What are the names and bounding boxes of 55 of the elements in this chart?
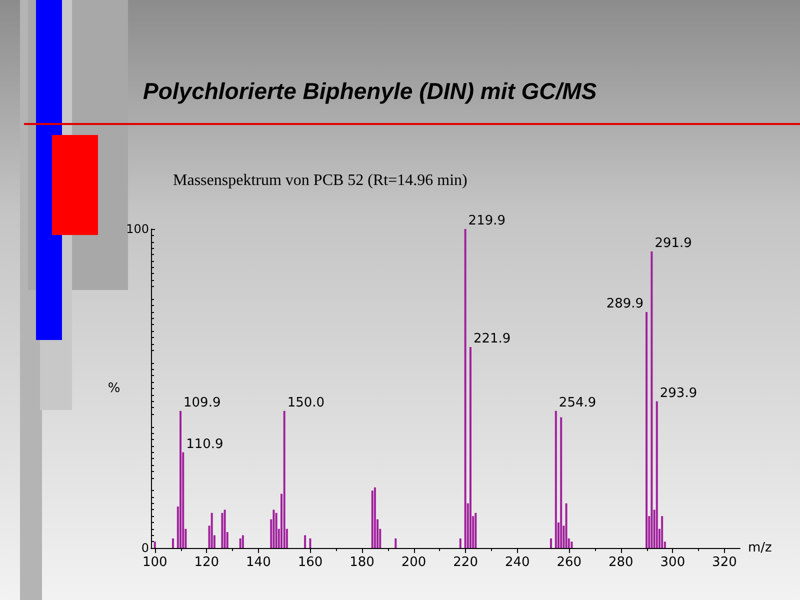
x-tick-label: 240 (504, 555, 530, 570)
annotation: 110.9 (186, 436, 224, 452)
y-axis-title: % (108, 381, 120, 396)
bar (374, 487, 376, 548)
x-tick-label: 180 (350, 555, 374, 570)
bar (565, 503, 568, 548)
bar (304, 535, 306, 548)
bar (459, 538, 462, 548)
annotation: 291.9 (654, 236, 692, 251)
annotation: 289.9 (606, 296, 644, 312)
bar (275, 512, 278, 548)
bar (646, 312, 648, 548)
x-tick-label: 280 (608, 555, 634, 570)
bar (560, 417, 562, 548)
annotation: 150.0 (287, 395, 325, 410)
bar (474, 512, 477, 548)
bar (661, 516, 664, 548)
annotation: 109.9 (184, 395, 221, 410)
x-tick-label: 140 (246, 555, 271, 570)
bar (221, 512, 224, 548)
bar (371, 490, 374, 548)
bar (550, 538, 552, 548)
bar (272, 510, 275, 548)
x-tick-label: 300 (660, 555, 686, 570)
y-tick-label: 0 (141, 541, 149, 555)
x-tick-label: 100 (142, 555, 168, 570)
bar (656, 401, 658, 548)
bar (180, 410, 182, 548)
annotation: 219.9 (468, 214, 506, 228)
x-tick-label: 220 (453, 555, 478, 570)
bar (283, 410, 286, 548)
bar (239, 538, 242, 548)
bar (554, 410, 557, 548)
bar (394, 538, 397, 548)
bar (464, 229, 466, 548)
bar (570, 542, 573, 548)
x-tick-label: 160 (298, 555, 323, 570)
bar (242, 535, 244, 548)
bar (154, 542, 156, 548)
bar (650, 251, 653, 548)
x-tick-label: 120 (194, 555, 220, 570)
x-tick-label: 320 (712, 555, 737, 570)
bar (172, 538, 174, 548)
bar (309, 538, 312, 548)
annotation: 221.9 (473, 332, 511, 347)
bar (210, 512, 213, 548)
x-axis-title: m/z (748, 540, 772, 556)
bar (469, 347, 472, 548)
bar (224, 510, 226, 548)
chart-subtitle: Massenspektrum von PCB 52 (Rt=14.96 min) (173, 172, 468, 190)
annotation: 293.9 (660, 386, 698, 401)
annotation: 254.9 (558, 395, 596, 410)
x-tick-label: 260 (556, 555, 582, 570)
x-tick-label: 200 (401, 555, 426, 570)
chart-title: Polychlorierte Biphenyle (DIN) mit GC/MS (143, 78, 597, 105)
